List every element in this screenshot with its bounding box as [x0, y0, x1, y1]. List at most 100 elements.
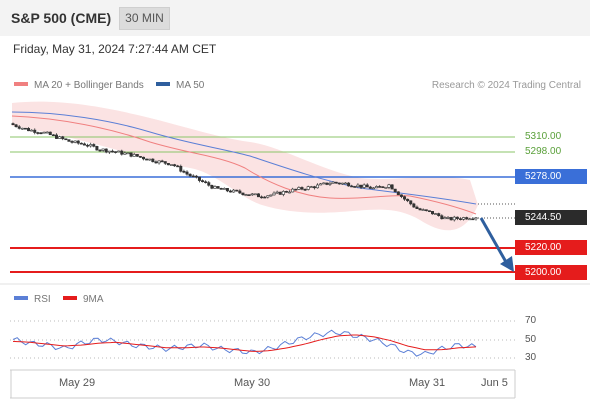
candle-body: [399, 194, 403, 197]
candle-body: [98, 149, 102, 152]
rsi-legend-ma: 9MA: [63, 294, 104, 305]
candle-body: [334, 181, 338, 184]
candle-body: [446, 217, 450, 219]
candle-body: [45, 131, 49, 134]
candle-body: [272, 192, 276, 196]
candle-body: [291, 188, 295, 193]
candle-body: [204, 181, 208, 184]
candle-body: [27, 128, 31, 132]
candle-body: [452, 216, 456, 221]
candle-body: [166, 163, 170, 166]
candle-body: [430, 211, 434, 215]
candle-body: [117, 150, 121, 153]
candle-body: [30, 129, 34, 132]
x-label-jun5: Jun 5: [481, 377, 508, 389]
candle-body: [92, 144, 96, 147]
candle-body: [169, 164, 173, 166]
candle-body: [427, 210, 431, 212]
candle-body: [51, 134, 55, 137]
candle-body: [424, 209, 428, 211]
candle-body: [390, 184, 394, 190]
credit-text: Research © 2024 Trading Central: [431, 80, 581, 91]
candle-body: [443, 217, 447, 220]
candle-body: [110, 150, 114, 153]
candle-body: [23, 127, 27, 130]
candle-body: [250, 193, 254, 196]
candle-body: [368, 186, 372, 189]
candle-body: [393, 188, 397, 193]
candle-body: [138, 156, 142, 158]
candle-body: [70, 141, 74, 143]
candle-body: [260, 196, 264, 199]
candle-body: [176, 165, 180, 168]
candle-body: [179, 165, 183, 172]
x-label-may29: May 29: [59, 377, 96, 389]
candle-body: [263, 196, 267, 199]
candle-body: [48, 131, 52, 136]
timestamp: Friday, May 31, 2024 7:27:44 AM CET: [13, 42, 217, 56]
rsi-line: [12, 329, 477, 357]
ma20-label: MA 20 + Bollinger Bands: [34, 80, 144, 91]
candle-body: [120, 150, 124, 155]
candle-body: [157, 160, 161, 164]
candle-body: [229, 190, 233, 193]
legend-ma50: MA 50: [156, 80, 204, 91]
forecast-arrow-shaft: [479, 217, 508, 263]
candle-body: [340, 182, 344, 185]
candle-body: [160, 160, 164, 163]
candle-body: [42, 131, 46, 134]
candle-body: [312, 186, 316, 189]
candle-body: [126, 152, 130, 155]
candle-body: [17, 126, 21, 129]
candle-body: [219, 188, 223, 190]
timeframe-badge[interactable]: 30 MIN: [119, 7, 170, 30]
candle-body: [303, 188, 307, 191]
candle-body: [64, 138, 68, 141]
candle-body: [207, 182, 211, 186]
ma50-label: MA 50: [176, 80, 205, 91]
candle-body: [142, 156, 146, 160]
candle-body: [256, 193, 260, 198]
x-label-may30: May 30: [234, 377, 271, 389]
candle-body: [409, 200, 413, 205]
price-label-5200: 5200.00: [515, 265, 587, 280]
rsi-tick-70: 70: [525, 315, 537, 326]
bollinger-band: [12, 101, 478, 231]
candle-body: [235, 189, 239, 192]
price-label-5298: 5298.00: [525, 146, 562, 157]
legend-ma20: MA 20 + Bollinger Bands: [14, 80, 144, 91]
candle-body: [123, 152, 127, 155]
candle-body: [148, 158, 152, 161]
candle-body: [151, 158, 155, 163]
candle-body: [14, 124, 18, 128]
candle-body: [343, 182, 347, 185]
rsi-ma-line: [12, 334, 477, 352]
candle-body: [275, 191, 279, 194]
candle-body: [455, 216, 459, 219]
candle-body: [33, 129, 37, 133]
x-label-may31: May 31: [409, 377, 446, 389]
candle-body: [412, 203, 416, 208]
candle-body: [173, 164, 177, 167]
candle-body: [403, 196, 407, 200]
candle-body: [89, 144, 93, 147]
candle-body: [61, 136, 65, 140]
candle-body: [82, 143, 86, 146]
ma50-swatch: [156, 82, 170, 87]
price-label-last: 5244.50: [515, 210, 587, 225]
candle-body: [300, 187, 304, 190]
candle-body: [216, 186, 220, 189]
candle-body: [266, 195, 270, 198]
candle-body: [306, 186, 310, 190]
candle-body: [328, 183, 332, 185]
rsi-ma-label: 9MA: [83, 294, 104, 305]
price-label-5310: 5310.00: [525, 131, 562, 142]
candle-body: [316, 184, 320, 189]
candle-body: [76, 140, 80, 144]
rsi-legend-rsi: RSI: [14, 294, 51, 305]
candle-body: [288, 191, 292, 194]
candle-body: [182, 170, 186, 173]
candle-body: [421, 209, 425, 211]
instrument-title: S&P 500 (CME): [11, 10, 112, 26]
candle-body: [384, 187, 388, 189]
